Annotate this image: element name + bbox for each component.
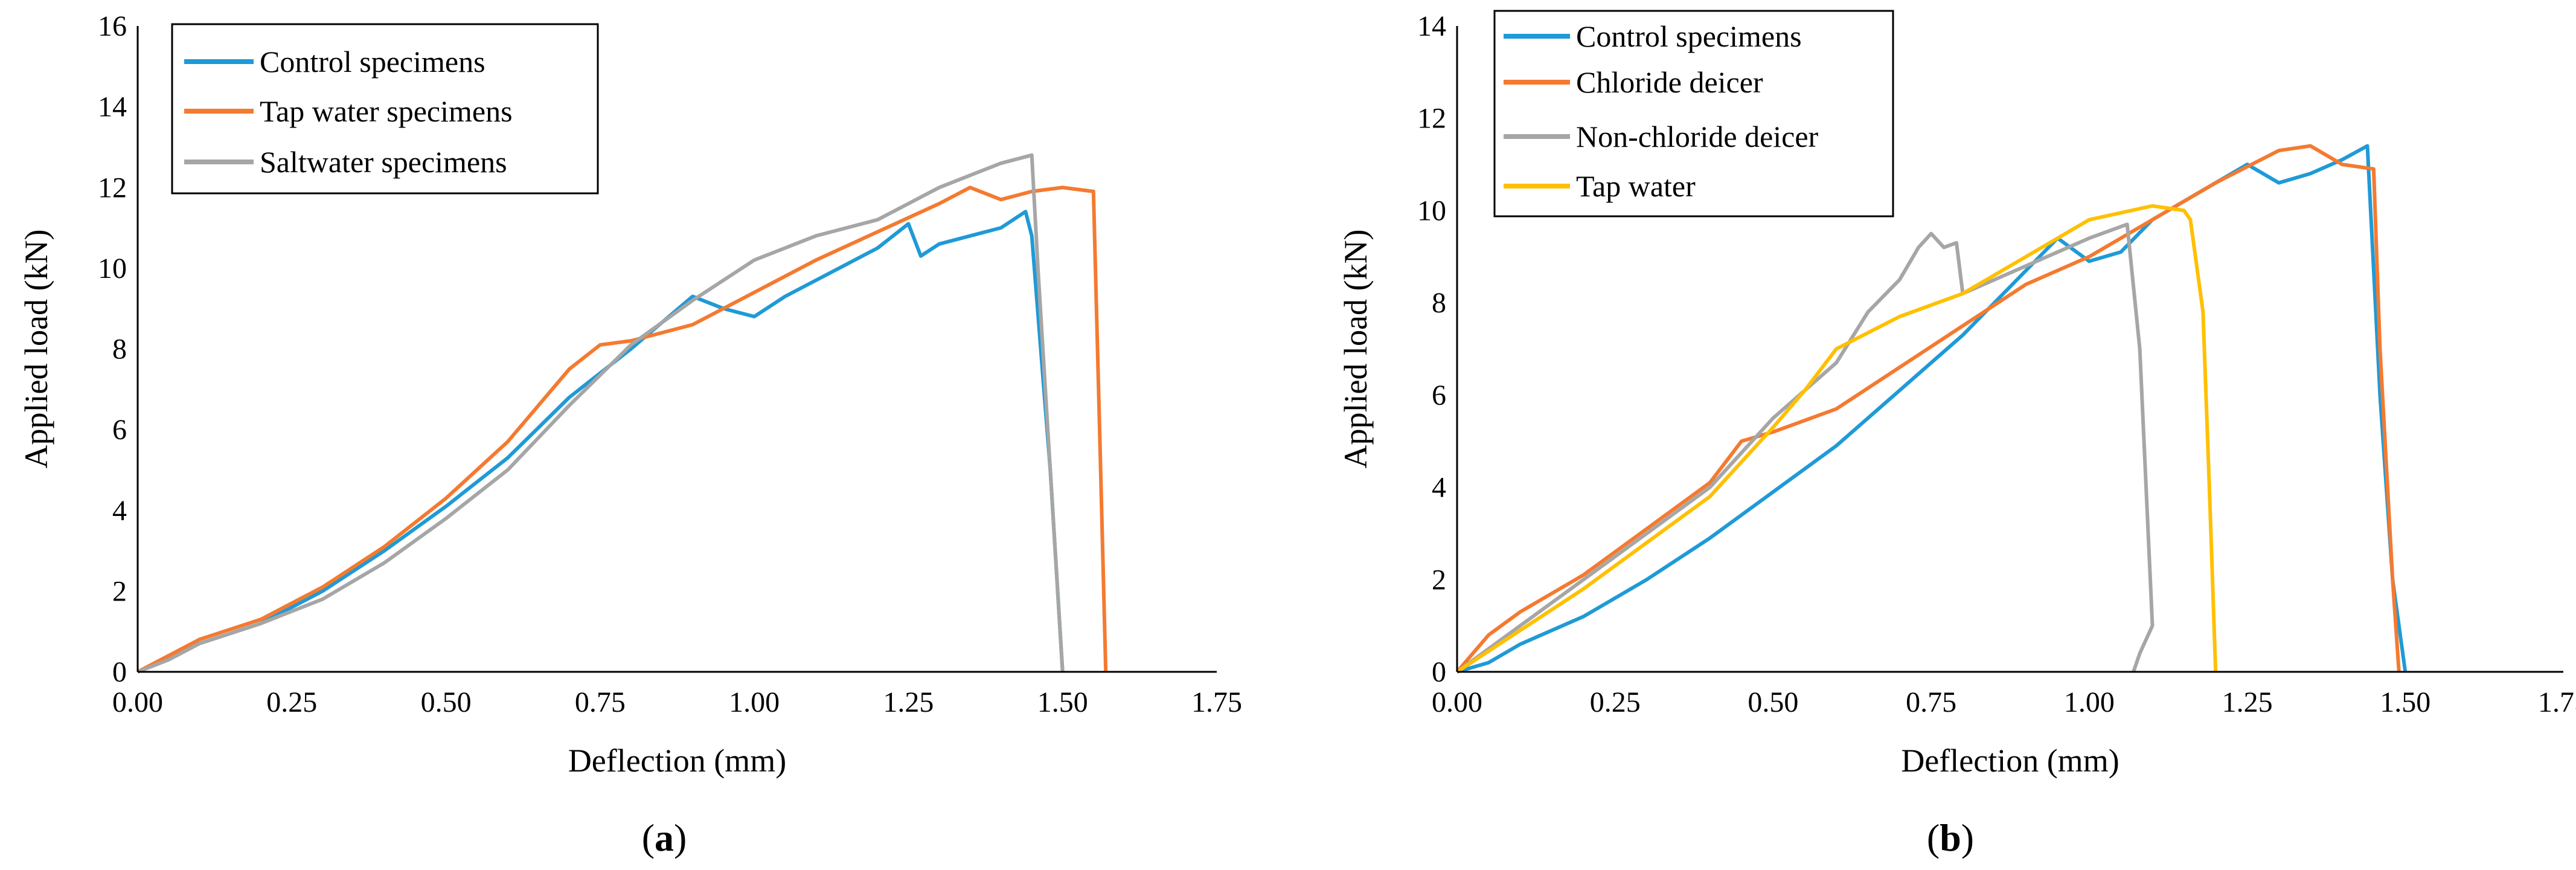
series-line-non-chloride-deicer (1456, 222, 2155, 674)
chart-b: 0 2 4 6 8 10 12 14 0.00 0.25 0.50 0.75 1… (1338, 10, 2576, 859)
legend-label-chloride-deicer: Chloride deicer (1576, 65, 1763, 99)
x-tick-labels-a: 0.00 0.25 0.50 0.75 1.00 1.25 1.50 1.75 (112, 686, 1242, 718)
y-tick-labels-a: 0 2 4 6 8 10 12 14 16 (98, 10, 127, 688)
legend-label-tap-water: Tap water (1576, 169, 1696, 203)
y-tick-label: 14 (98, 91, 127, 123)
x-tick-label: 0.75 (575, 686, 626, 718)
y-tick-label: 6 (112, 414, 127, 446)
x-tick-label: 0.25 (266, 686, 317, 718)
y-tick-label: 12 (98, 172, 127, 204)
y-tick-label: 0 (1432, 656, 1446, 688)
x-tick-label: 1.00 (729, 686, 780, 718)
y-tick-label: 0 (112, 656, 127, 688)
y-tick-label: 12 (1417, 103, 1446, 135)
x-tick-label: 1.75 (2538, 686, 2576, 718)
legend-label-control-specimens: Control specimens (260, 45, 485, 79)
y-tick-label: 8 (112, 334, 127, 366)
x-axis-label-b: Deflection (mm) (1901, 743, 2119, 779)
legend-box (1493, 10, 1894, 218)
x-tick-label: 1.25 (883, 686, 934, 718)
x-tick-label: 1.50 (1037, 686, 1088, 718)
y-tick-label: 2 (1432, 564, 1446, 596)
legend-a: Control specimens Tap water specimens Sa… (171, 23, 599, 195)
y-axis-label-a: Applied load (kN) (18, 230, 54, 469)
x-tick-label: 1.25 (2222, 686, 2273, 718)
legend-label-non-chloride-deicer: Non-chloride deicer (1576, 120, 1819, 153)
x-tick-labels-b: 0.00 0.25 0.50 0.75 1.00 1.25 1.50 1.75 (1432, 686, 2576, 718)
panel-letter-a: a (655, 816, 674, 859)
x-tick-label: 1.50 (2380, 686, 2430, 718)
series-group-a (136, 153, 1108, 674)
y-tick-label: 8 (1432, 287, 1446, 319)
series-line-tap-water (1456, 204, 2218, 674)
x-tick-label: 0.00 (1432, 686, 1482, 718)
panel-letter-b: b (1940, 816, 1961, 859)
series-line-chloride-deicer (1455, 144, 2401, 673)
x-tick-label: 1.00 (2064, 686, 2115, 718)
x-axis-label-a: Deflection (mm) (568, 743, 786, 779)
y-tick-label: 2 (112, 575, 127, 607)
x-tick-label: 0.50 (1748, 686, 1798, 718)
x-tick-label: 0.75 (1906, 686, 1956, 718)
y-tick-label: 10 (1417, 195, 1446, 227)
series-line-tap-water-specimens (136, 185, 1108, 674)
legend-label-saltwater-specimens: Saltwater specimens (260, 145, 507, 179)
chart-a: 0 2 4 6 8 10 12 14 16 0.00 0.25 0.50 0.7… (18, 10, 1242, 859)
x-tick-label: 1.75 (1191, 686, 1242, 718)
y-tick-label: 14 (1417, 10, 1446, 42)
y-tick-label: 10 (98, 253, 127, 285)
y-tick-label: 4 (1432, 472, 1446, 504)
panel-label-a: (a) (642, 816, 687, 859)
y-tick-labels-b: 0 2 4 6 8 10 12 14 (1417, 10, 1446, 688)
x-tick-label: 0.25 (1590, 686, 1641, 718)
series-group-b (1455, 144, 2408, 674)
y-tick-label: 4 (112, 495, 127, 527)
series-line-control-specimens (136, 210, 1065, 674)
y-tick-label: 16 (98, 10, 127, 42)
x-tick-label: 0.00 (112, 686, 163, 718)
legend-label-tap-water-specimens: Tap water specimens (260, 94, 513, 128)
x-tick-label: 0.50 (421, 686, 472, 718)
y-tick-label: 6 (1432, 379, 1446, 411)
legend-label-control-specimens: Control specimens (1576, 19, 1802, 53)
series-line-control-specimens (1456, 144, 2408, 674)
panel-label-b: (b) (1927, 816, 1974, 859)
series-line-saltwater-specimens (136, 153, 1065, 674)
y-axis-label-b: Applied load (kN) (1338, 230, 1374, 469)
legend-b: Control specimens Chloride deicer Non-ch… (1493, 10, 1894, 218)
